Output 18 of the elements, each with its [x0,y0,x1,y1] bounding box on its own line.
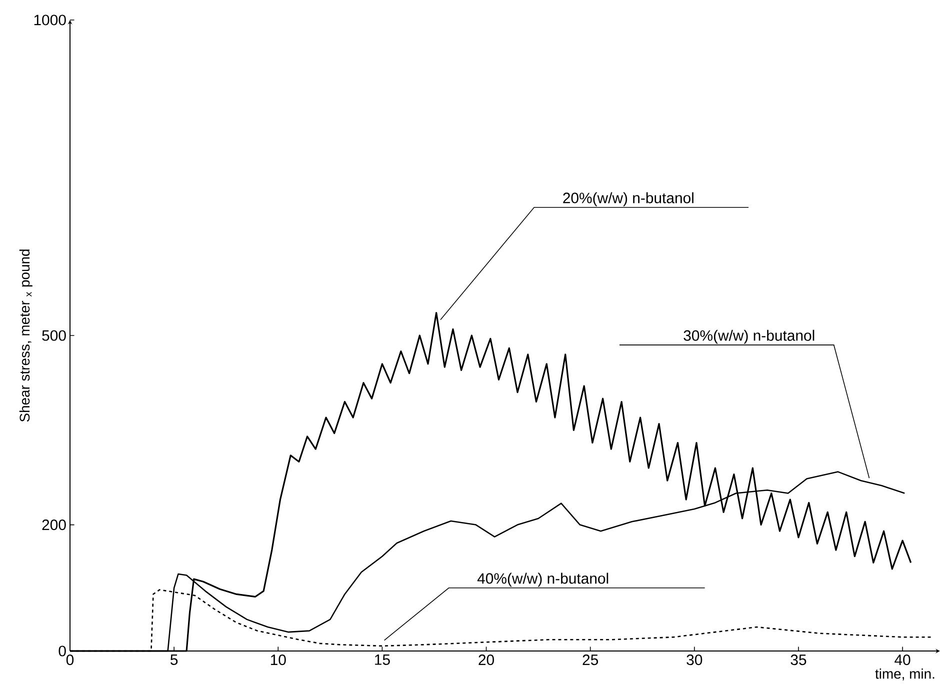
x-tick-label: 30 [686,654,702,666]
x-tick-label: 10 [270,654,286,666]
x-axis-title: time, min. [875,668,934,680]
y-axis-title: Shear stress, meter $_{x}$ pound [19,250,32,422]
y-tick-label: 500 [42,330,66,341]
y-tick-label: 0 [58,646,66,656]
annotation: 20%(w/w) n-butanol [563,192,694,206]
x-tick-label: 5 [170,654,178,665]
x-tick-label: 35 [790,654,806,666]
x-tick-label: 20 [478,654,494,666]
x-tick-label: 25 [582,654,598,666]
y-tick-label: 1000 [34,14,66,26]
x-tick-label: 0 [66,654,74,666]
y-tick-label: 200 [42,520,66,530]
x-tick-label: 15 [375,654,390,665]
annotation: 40%(w/w) n-butanol [477,572,608,587]
annotation: 30%(w/w) n-butanol [684,330,814,344]
x-tick-label: 40 [894,654,910,666]
